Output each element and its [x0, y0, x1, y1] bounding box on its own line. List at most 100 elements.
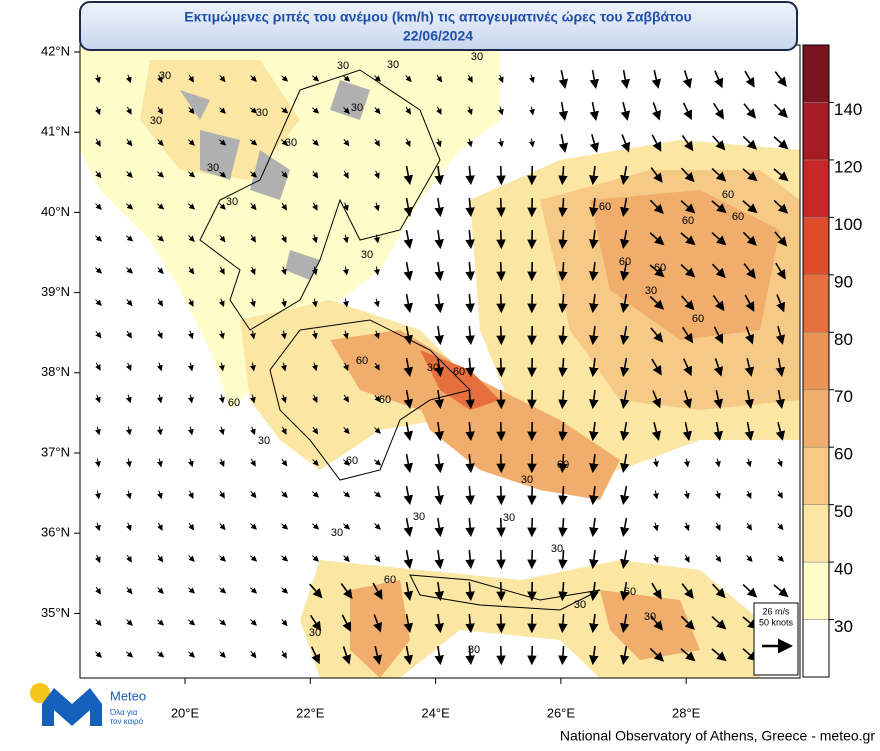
- wind-arrow: [501, 166, 502, 182]
- logo-tagline: Όλα για: [109, 708, 138, 717]
- legend-speed: 26 m/s: [762, 606, 790, 616]
- wind-arrow: [562, 390, 563, 406]
- contour-label: 30: [503, 512, 515, 524]
- contour-label: 60: [557, 459, 569, 471]
- wind-arrow: [501, 358, 502, 374]
- colorbar-segment: [803, 45, 829, 102]
- map-field: 30 30 30 30 30 30 30 30 30 30 30 30 30 60 60 60 60 60 60 60…: [80, 45, 800, 678]
- contour-label: 60: [692, 313, 704, 325]
- contour-label: 30: [521, 474, 533, 486]
- contour-label: 30: [427, 362, 439, 374]
- contour-label: 30: [337, 60, 349, 72]
- wind-arrow: [562, 230, 563, 246]
- contour-label: 30: [351, 102, 363, 114]
- wind-arrow: [501, 646, 502, 662]
- lat-label: 37°N: [41, 444, 70, 459]
- contour-label: 30: [468, 644, 480, 656]
- wind-arrow: [501, 486, 502, 502]
- contour-label: 30: [645, 285, 657, 297]
- lon-label: 28°E: [672, 705, 701, 720]
- colorbar-segment: [803, 620, 829, 677]
- colorbar-label: 40: [834, 560, 853, 579]
- colorbar-label: 140: [834, 100, 862, 119]
- wind-arrow: [562, 422, 563, 438]
- lat-label: 42°N: [41, 43, 70, 58]
- logo-name: Meteo: [110, 688, 146, 703]
- colorbar-segment: [803, 562, 829, 619]
- contour-label: 30: [551, 543, 563, 555]
- wind-arrow: [562, 614, 563, 630]
- contour-label: 30: [644, 611, 656, 623]
- colorbar-segment: [803, 505, 829, 562]
- wind-arrow: [501, 198, 502, 214]
- lon-label: 20°E: [171, 705, 200, 720]
- contour-label: 30: [309, 627, 321, 639]
- lat-label: 35°N: [41, 605, 70, 620]
- contour-label: 60: [346, 455, 358, 467]
- contour-label: 30: [207, 162, 219, 174]
- wind-arrow: [501, 326, 502, 342]
- colorbar-segment: [803, 275, 829, 332]
- colorbar-segment: [803, 217, 829, 274]
- lat-label: 41°N: [41, 124, 70, 139]
- scale-legend: 26 m/s 50 knots: [754, 603, 798, 675]
- contour-label: 60: [228, 397, 240, 409]
- logo: Meteo Όλα για τον καιρό: [30, 683, 146, 726]
- contour-label: 30: [361, 249, 373, 261]
- contour-label: 30: [413, 511, 425, 523]
- wind-arrow: [562, 326, 563, 342]
- contour-label: 60: [379, 394, 391, 406]
- contour-label: 60: [624, 586, 636, 598]
- contour-label: 60: [619, 256, 631, 268]
- contour-label: 60: [356, 355, 368, 367]
- logo-mark: [42, 688, 102, 726]
- colorbar-segment: [803, 160, 829, 217]
- wind-arrow: [501, 390, 502, 406]
- contour-label: 60: [682, 215, 694, 227]
- title: Εκτιμώμενες ριπές του ανέμου (km/h) τις …: [184, 9, 691, 25]
- contour-label: 30: [574, 599, 586, 611]
- lat-label: 36°N: [41, 525, 70, 540]
- wind-arrow: [562, 582, 563, 598]
- wind-arrow: [501, 262, 502, 278]
- wind-arrow: [562, 518, 563, 534]
- colorbar-label: 30: [834, 617, 853, 636]
- contour-label: 30: [256, 107, 268, 119]
- wind-arrow: [501, 550, 502, 566]
- wind-arrow: [562, 486, 563, 502]
- wind-arrow: [501, 422, 502, 438]
- wind-arrow: [501, 614, 502, 630]
- contour-label: 60: [453, 366, 465, 378]
- colorbar-segment: [803, 332, 829, 389]
- logo-tagline: τον καιρό: [110, 717, 144, 726]
- footer: National Observatory of Athens, Greece -…: [560, 728, 875, 744]
- colorbar-label: 100: [834, 215, 862, 234]
- wind-arrow: [562, 646, 563, 662]
- colorbar-label: 50: [834, 502, 853, 521]
- colorbar-label: 80: [834, 330, 853, 349]
- contour-label: 30: [471, 51, 483, 63]
- lat-label: 40°N: [41, 204, 70, 219]
- contour-label: 60: [654, 262, 666, 274]
- contour-label: 30: [331, 527, 343, 539]
- wind-arrow: [562, 294, 563, 310]
- lon-label: 26°E: [547, 705, 576, 720]
- wind-arrow: [562, 198, 563, 214]
- wind-arrow: [501, 230, 502, 246]
- lat-label: 39°N: [41, 284, 70, 299]
- wind-arrow: [501, 454, 502, 470]
- colorbar-segment: [803, 447, 829, 504]
- contour-label: 30: [226, 196, 238, 208]
- contour-label: 30: [258, 435, 270, 447]
- colorbar-segment: [803, 102, 829, 159]
- contour-label: 60: [722, 189, 734, 201]
- colorbar-segment: [803, 390, 829, 447]
- contour-label: 30: [150, 115, 162, 127]
- wind-arrow: [562, 166, 563, 182]
- colorbar-label: 120: [834, 157, 862, 176]
- wind-arrow: [501, 518, 502, 534]
- colorbar-label: 70: [834, 387, 853, 406]
